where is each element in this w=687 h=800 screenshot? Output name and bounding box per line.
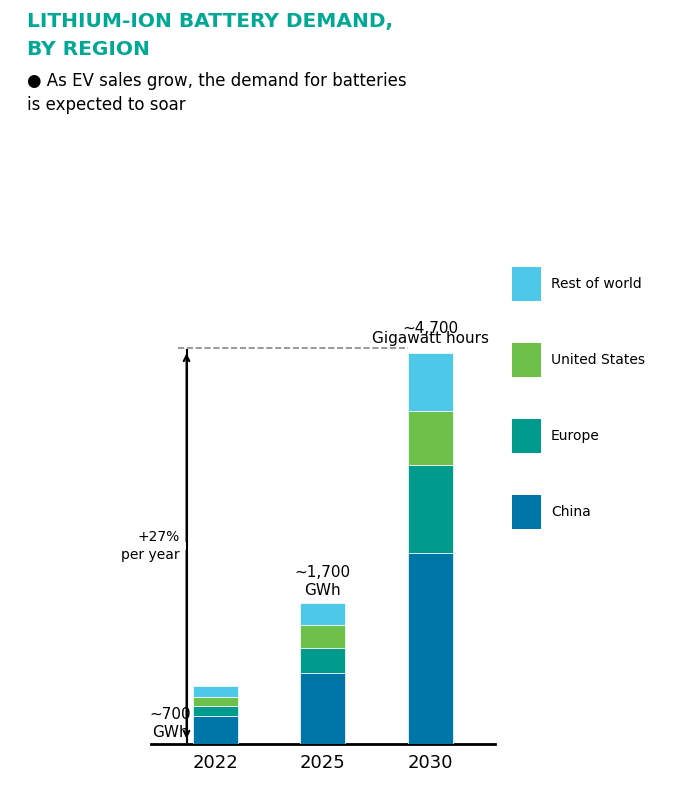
Text: BY REGION: BY REGION bbox=[27, 40, 150, 59]
Text: ~700
GWh: ~700 GWh bbox=[150, 707, 191, 740]
Bar bbox=[300, 674, 346, 744]
Bar bbox=[193, 686, 238, 698]
Text: ● As EV sales grow, the demand for batteries
is expected to soar: ● As EV sales grow, the demand for batte… bbox=[27, 72, 407, 114]
Bar bbox=[300, 602, 346, 625]
Text: Europe: Europe bbox=[551, 429, 600, 443]
Text: United States: United States bbox=[551, 353, 645, 367]
Bar bbox=[193, 716, 238, 744]
Bar bbox=[407, 466, 453, 553]
Text: Rest of world: Rest of world bbox=[551, 277, 642, 291]
Bar bbox=[193, 706, 238, 716]
Text: +27%
per year: +27% per year bbox=[122, 530, 180, 562]
Text: Gigawatt hours: Gigawatt hours bbox=[372, 331, 488, 346]
Text: China: China bbox=[551, 505, 591, 519]
Bar bbox=[193, 698, 238, 706]
Bar bbox=[407, 553, 453, 744]
Bar bbox=[407, 411, 453, 466]
Bar bbox=[300, 648, 346, 674]
Text: LITHIUM-ION BATTERY DEMAND,: LITHIUM-ION BATTERY DEMAND, bbox=[27, 12, 394, 31]
Text: ~4,700: ~4,700 bbox=[402, 322, 458, 336]
Text: ~1,700
GWh: ~1,700 GWh bbox=[295, 565, 351, 598]
Bar bbox=[300, 625, 346, 648]
Bar bbox=[407, 353, 453, 411]
